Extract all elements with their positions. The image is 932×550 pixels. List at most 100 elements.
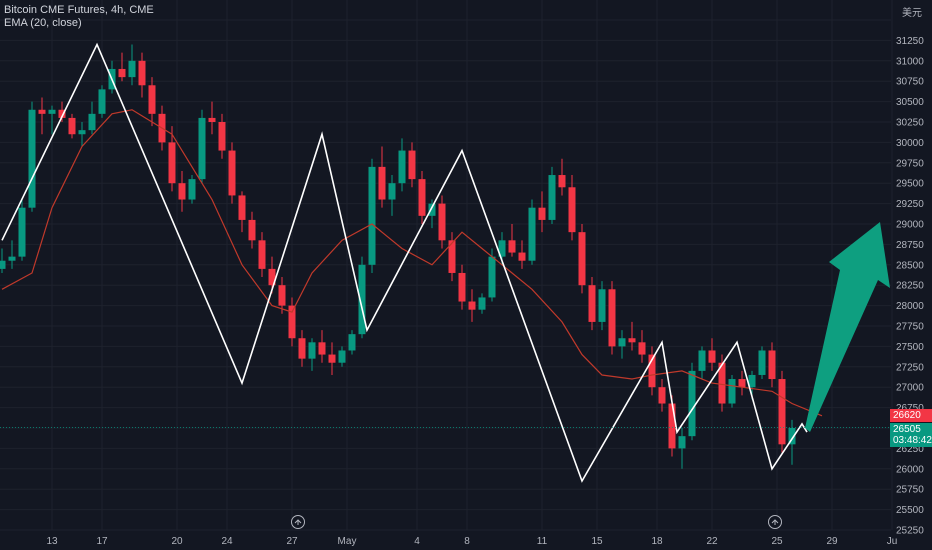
candle-body-29 [288,305,296,339]
y-tick-label-14: 28750 [896,240,924,251]
forecast-arrow-icon[interactable] [805,222,890,432]
candle-body-78 [778,379,786,445]
candle-body-45 [448,240,456,273]
candle-body-34 [338,350,346,363]
candle-body-26 [258,240,266,269]
ema-price-tag: 26620 [890,409,932,422]
y-tick-label-1: 25500 [896,505,924,516]
candle-body-44 [438,203,446,241]
candle-body-62 [618,338,626,347]
candle-body-39 [388,183,396,200]
candle-body-24 [238,195,246,220]
candle-body-35 [348,334,356,351]
candle-body-48 [478,297,486,310]
candle-body-9 [88,113,96,131]
candle-body-59 [588,285,596,322]
x-tick-label-11: 22 [706,536,718,547]
candle-body-73 [728,379,736,404]
y-tick-label-23: 31000 [896,56,924,67]
y-tick-label-12: 28250 [896,281,924,292]
candle-body-37 [368,166,376,265]
candle-body-56 [558,175,566,188]
candle-body-20 [198,117,206,180]
candle-body-30 [298,338,306,359]
candle-body-58 [578,232,586,286]
x-tick-label-5: May [338,536,357,547]
candle-body-46 [458,272,466,302]
candle-body-12 [118,68,126,78]
y-tick-label-24: 31250 [896,36,924,47]
x-tick-label-9: 15 [591,536,603,547]
zigzag-line [1,42,808,483]
candle-body-15 [148,85,156,114]
y-tick-label-8: 27250 [896,362,924,373]
candle-body-43 [428,203,436,216]
x-tick-label-8: 11 [537,536,548,547]
candle-body-6 [58,109,66,118]
x-tick-label-3: 24 [221,536,233,547]
candle-body-55 [548,175,556,220]
candle-body-70 [698,350,706,371]
candle-body-28 [278,285,286,306]
candle-body-42 [418,179,426,216]
candlestick-series [0,44,796,469]
candle-body-27 [268,268,276,286]
last-price-tag: 26505 03:48:42 [890,423,932,447]
candle-body-61 [608,289,616,347]
price-axis[interactable]: 2525025500257502600026250265002675027000… [896,36,924,537]
y-tick-label-4: 26250 [896,444,924,455]
x-tick-label-1: 17 [96,536,108,547]
candle-body-5 [48,109,56,114]
candle-body-77 [768,350,776,380]
candle-body-38 [378,166,386,200]
x-tick-label-2: 20 [171,536,183,547]
y-tick-label-6: 26750 [896,403,924,414]
candle-body-76 [758,350,766,375]
candle-body-67 [668,403,676,449]
x-tick-label-14: Ju [887,536,898,547]
candle-body-31 [308,342,316,359]
y-tick-label-20: 30250 [896,118,924,129]
candle-body-33 [328,354,336,363]
x-tick-label-7: 8 [464,536,470,547]
candle-body-17 [168,142,176,184]
symbol-title[interactable]: Bitcoin CME Futures, 4h, CME [4,4,154,16]
y-tick-label-0: 25250 [896,526,924,537]
candle-body-47 [468,301,476,310]
y-tick-label-11: 28000 [896,301,924,312]
x-tick-label-12: 25 [771,536,783,547]
replay-icon-2[interactable] [768,515,782,529]
candle-body-49 [488,256,496,298]
chart-legend: Bitcoin CME Futures, 4h, CME EMA (20, cl… [4,4,154,30]
candle-body-57 [568,187,576,233]
y-tick-label-21: 30500 [896,97,924,108]
candle-body-71 [708,350,716,363]
candle-body-7 [68,117,76,135]
candle-body-72 [718,362,726,404]
y-tick-label-22: 30750 [896,77,924,88]
time-axis[interactable]: 13 17 20 24 27 May 4 8 11 15 18 22 25 29 Ju [46,536,897,547]
x-tick-label-10: 18 [651,536,663,547]
candle-body-69 [688,370,696,437]
y-tick-label-7: 27000 [896,383,924,394]
candle-body-36 [358,264,366,335]
last-price-value: 26505 [893,424,921,435]
candle-body-50 [498,240,506,257]
candle-body-79 [788,428,796,445]
y-tick-label-18: 29750 [896,158,924,169]
candle-body-53 [528,207,536,261]
candle-body-21 [208,117,216,122]
y-tick-label-10: 27750 [896,322,924,333]
candle-body-51 [508,240,516,253]
replay-icon-1[interactable] [291,515,305,529]
indicator-title[interactable]: EMA (20, close) [4,17,82,29]
candle-body-25 [248,219,256,241]
candle-body-32 [318,342,326,355]
candle-body-22 [218,122,226,151]
candle-body-68 [678,436,686,449]
y-tick-label-13: 28500 [896,260,924,271]
currency-label[interactable]: 美元 [902,8,922,19]
grid-lines [0,0,893,531]
candle-body-41 [408,150,416,180]
